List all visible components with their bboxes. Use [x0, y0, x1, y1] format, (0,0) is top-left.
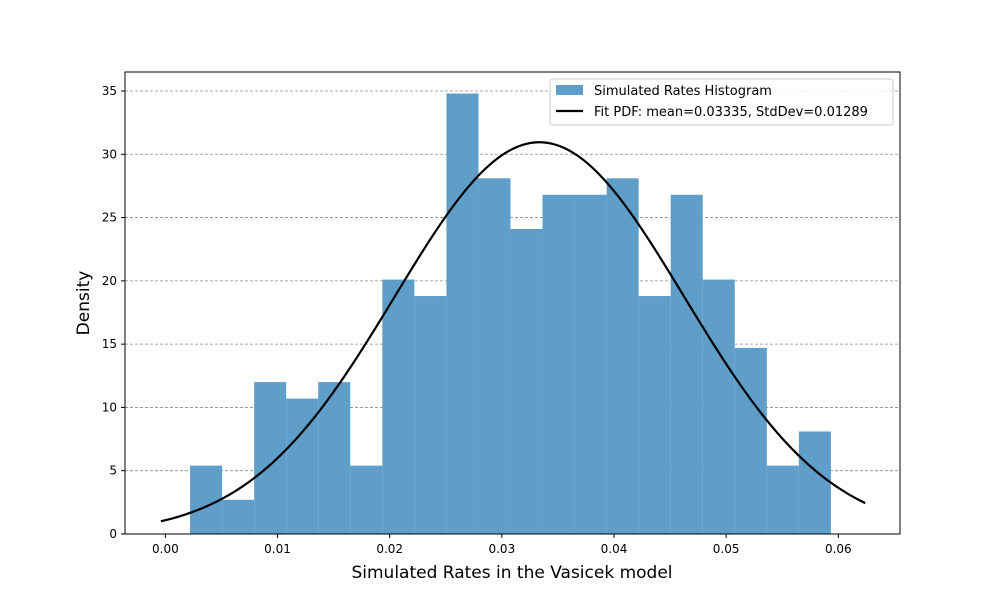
plot-frame: [124, 71, 901, 535]
histogram-bar: [286, 398, 319, 534]
x-tick-label: 0.02: [376, 542, 403, 556]
histogram-bar: [734, 347, 767, 534]
histogram-bar: [606, 178, 639, 534]
y-axis-label: Density: [74, 271, 94, 336]
histogram-bar: [798, 431, 831, 534]
fit-pdf-line: [160, 141, 866, 523]
legend-box: [549, 78, 894, 126]
histogram-bar: [350, 465, 383, 534]
histogram-bar: [190, 465, 223, 534]
y-tick-label: 10: [102, 400, 117, 414]
x-tick-label: 0.01: [264, 542, 291, 556]
y-tick-label: 15: [102, 337, 117, 351]
histogram-bar: [222, 499, 255, 534]
y-tick-label: 25: [102, 211, 117, 225]
histogram-bar: [446, 93, 479, 534]
x-tick-label: 0.06: [825, 542, 852, 556]
x-tick-label: 0.04: [601, 542, 628, 556]
histogram-bar: [414, 296, 447, 534]
legend-histogram-swatch: [556, 85, 583, 95]
histogram-bar: [542, 194, 575, 534]
histogram-bar: [254, 382, 287, 534]
histogram-bar: [318, 382, 351, 534]
histogram-bar: [574, 194, 607, 534]
y-tick-label: 35: [102, 84, 117, 98]
x-tick-label: 0.00: [152, 542, 179, 556]
legend-histogram-label: Simulated Rates Histogram: [594, 84, 772, 99]
x-tick-label: 0.05: [713, 542, 740, 556]
y-tick-label: 0: [109, 527, 117, 541]
histogram-bar: [766, 465, 799, 534]
y-axis-ticks: 0 5 10 15 20 25 30 35: [102, 84, 125, 541]
histogram-bar: [702, 279, 735, 534]
histogram-bar: [670, 194, 703, 534]
legend: Simulated Rates Histogram Fit PDF: mean=…: [549, 78, 894, 126]
x-tick-label: 0.03: [488, 542, 515, 556]
histogram-bar: [510, 228, 543, 534]
x-axis-ticks: 0.00 0.01 0.02 0.03 0.04 0.05 0.06: [152, 534, 852, 556]
y-tick-label: 5: [109, 464, 117, 478]
histogram-bar: [638, 296, 671, 534]
histogram-bar: [382, 279, 415, 534]
histogram-bars: [190, 93, 831, 534]
histogram-bar: [478, 178, 511, 534]
legend-pdf-label: Fit PDF: mean=0.03335, StdDev=0.01289: [594, 105, 868, 120]
x-axis-label: Simulated Rates in the Vasicek model: [351, 563, 672, 583]
y-tick-label: 30: [102, 147, 117, 161]
y-tick-label: 20: [102, 274, 117, 288]
